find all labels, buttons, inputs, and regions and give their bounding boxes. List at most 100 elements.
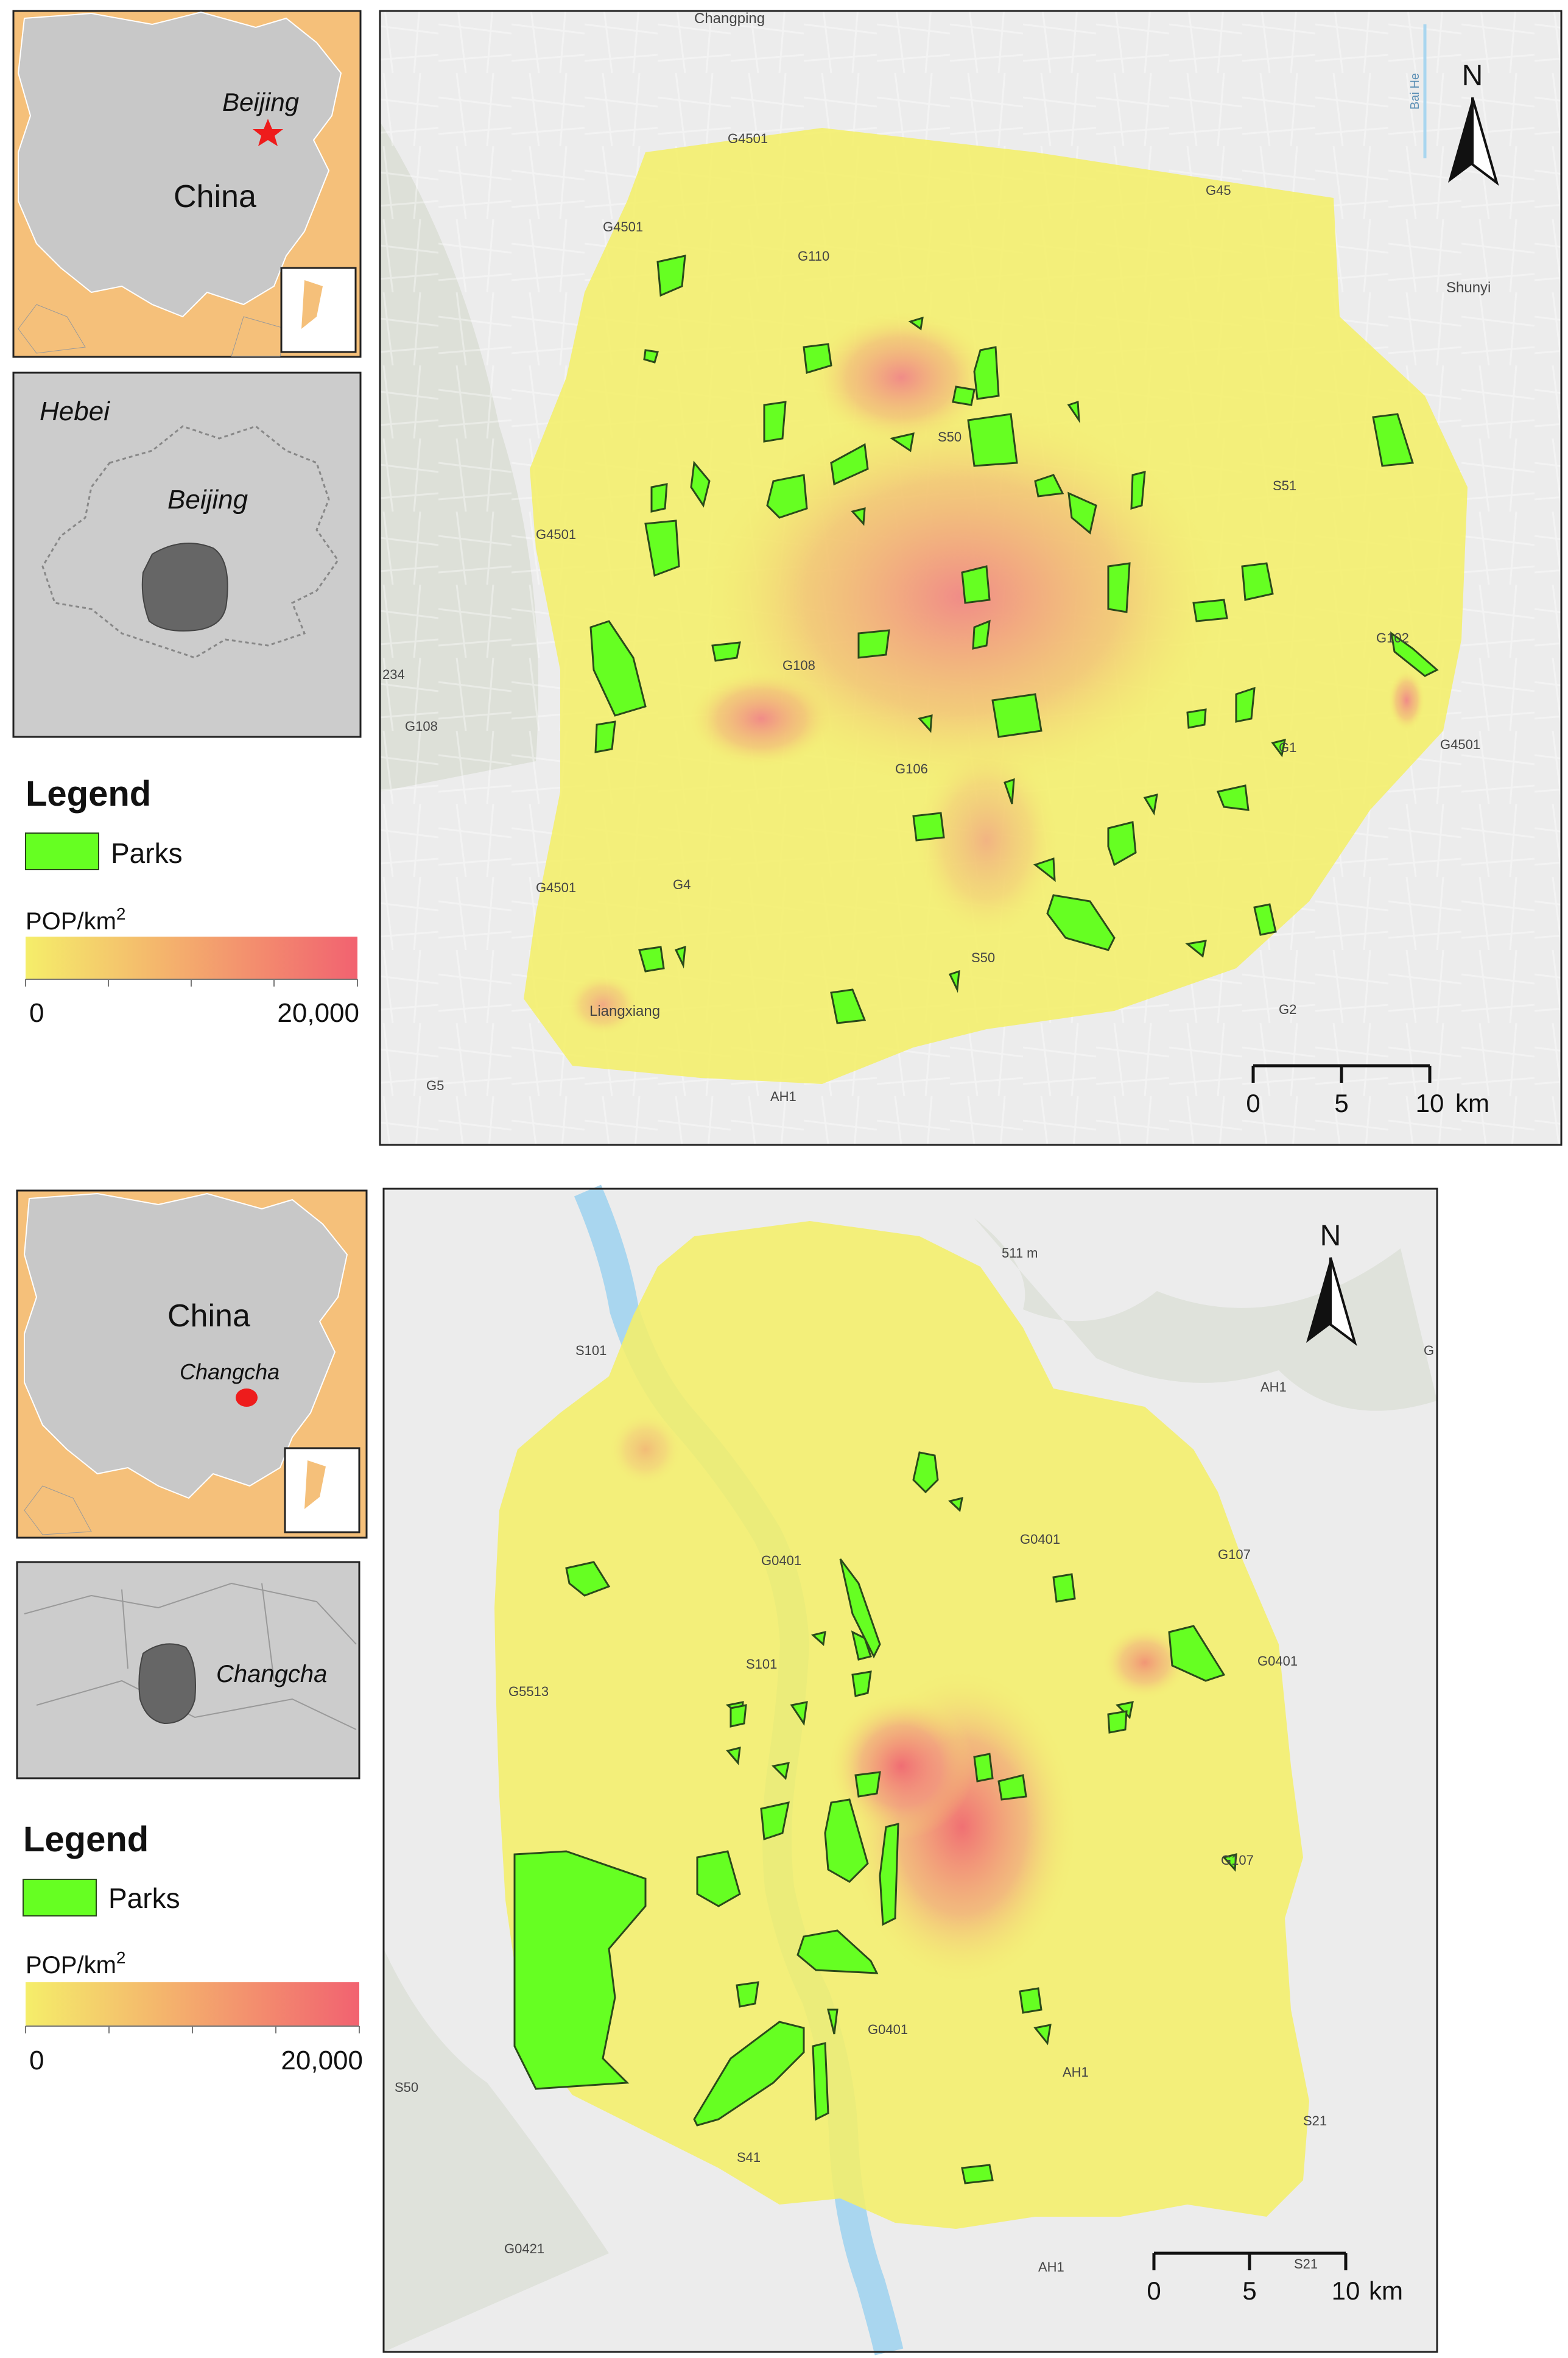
- park-polygon: [650, 483, 668, 513]
- road-label: AH1: [770, 1089, 796, 1104]
- park-polygon: [1033, 2024, 1052, 2046]
- road-label: S101: [575, 1343, 606, 1358]
- main-map-beijing: Changping Shunyi Liangxiang Bai He G4501…: [379, 10, 1563, 1146]
- scale-tick-10: 10: [1416, 1089, 1444, 1117]
- road-label: AH1: [1063, 2064, 1089, 2080]
- road-label: G0401: [1257, 1653, 1298, 1669]
- park-polygon: [824, 1798, 869, 1883]
- park-polygon: [726, 1747, 741, 1765]
- road-label: S21: [1294, 2256, 1318, 2272]
- park-polygon: [1107, 821, 1137, 867]
- place-label: Liangxiang: [589, 1003, 660, 1019]
- map-labels-beijing: Changping Shunyi Liangxiang Bai He G4501…: [382, 10, 1491, 1104]
- panel-changcha: China Changcha Changcha Legend Parks POP…: [16, 1184, 1438, 2356]
- park-polygon: [730, 1704, 747, 1728]
- north-label: N: [1320, 1220, 1341, 1252]
- road-label: 234: [382, 667, 405, 682]
- inset-china-city-label: Beijing: [222, 88, 299, 116]
- inset-china-beijing: Beijing China: [12, 10, 362, 358]
- park-polygon: [991, 693, 1042, 738]
- beijing-boundary: [41, 425, 339, 659]
- scale-tick-5: 5: [1334, 1089, 1348, 1117]
- park-polygon: [696, 1850, 741, 1907]
- road-label: G5: [426, 1078, 444, 1093]
- park-polygon: [839, 1558, 881, 1659]
- park-polygon: [1222, 1853, 1237, 1872]
- park-polygon: [827, 2008, 838, 2035]
- scale-unit: km: [1455, 1089, 1489, 1117]
- map-labels-changcha: 511 m S101 AH1 G0401 G0401 G107 S101 G04…: [395, 1245, 1434, 2275]
- parks-beijing: [589, 255, 1439, 1024]
- main-map-frame: [379, 10, 1563, 1146]
- park-polygon: [1143, 793, 1158, 816]
- park-polygon: [711, 641, 741, 662]
- park-polygon: [1390, 631, 1439, 677]
- road-label: G4: [673, 877, 691, 892]
- legend-beijing: Legend Parks POP/km2 0 20,000: [25, 774, 359, 1028]
- inset-region-changcha: Changcha: [16, 1561, 360, 1779]
- park-polygon: [736, 1981, 759, 2008]
- park-polygon: [1192, 599, 1228, 622]
- park-polygon: [790, 1701, 808, 1726]
- scale-bar-changcha: 0 5 10 km: [1147, 2251, 1403, 2305]
- inset-region-beijing: Hebei Beijing: [12, 371, 362, 738]
- legend-min-label: 0: [29, 2046, 44, 2075]
- park-polygon: [961, 565, 991, 604]
- park-polygon: [674, 945, 686, 969]
- legend-parks-swatch: [23, 1879, 97, 1916]
- road-label: G4501: [1440, 737, 1480, 752]
- legend-parks-swatch: [25, 832, 99, 870]
- park-polygon: [961, 2164, 994, 2184]
- road-label: S50: [971, 950, 995, 965]
- inset-china-changcha: China Changcha: [16, 1189, 368, 1539]
- park-polygon: [1033, 857, 1056, 882]
- park-polygon: [973, 346, 1000, 400]
- road-label: S50: [938, 429, 962, 445]
- road-label: G45: [1206, 183, 1231, 198]
- park-polygon: [594, 720, 616, 753]
- park-polygon: [854, 1771, 881, 1798]
- road-label: G4501: [728, 131, 768, 146]
- park-polygon: [1107, 562, 1131, 613]
- park-polygon: [1034, 474, 1064, 498]
- legend-min-label: 0: [29, 998, 44, 1028]
- place-label: 511 m: [1002, 1245, 1038, 1261]
- park-polygon: [851, 1670, 872, 1697]
- north-arrow-beijing: N: [1448, 60, 1499, 186]
- scale-tick-0: 0: [1246, 1089, 1260, 1117]
- park-polygon: [638, 946, 665, 973]
- china-landmass: [17, 11, 342, 318]
- park-polygon: [918, 714, 933, 733]
- park-polygon: [1372, 413, 1414, 467]
- park-polygon: [912, 812, 945, 842]
- road-label: G5513: [508, 1684, 549, 1699]
- park-polygon: [851, 1630, 872, 1661]
- legend-changcha: Legend Parks POP/km2 0 20,000: [23, 1820, 363, 2075]
- road-label: G0401: [761, 1553, 801, 1568]
- parks-changcha: [513, 1451, 1237, 2184]
- road-label: G: [1424, 1343, 1434, 1358]
- study-area-changcha: [138, 1643, 196, 1725]
- inset-south-sea-box: [284, 1447, 360, 1533]
- park-polygon: [947, 1496, 963, 1512]
- legend-title: Legend: [23, 1820, 149, 1859]
- road-label: AH1: [1260, 1379, 1287, 1395]
- park-polygon: [796, 1929, 879, 1974]
- road-label: S50: [395, 2080, 418, 2095]
- place-label: Shunyi: [1446, 280, 1491, 296]
- park-polygon: [763, 401, 787, 443]
- park-polygon: [656, 255, 686, 297]
- park-polygon: [760, 1801, 790, 1841]
- park-polygon: [972, 619, 991, 650]
- road-label: G106: [895, 761, 928, 776]
- park-polygon: [1235, 686, 1256, 723]
- park-polygon: [1067, 400, 1080, 424]
- park-polygon: [1185, 940, 1207, 958]
- place-label: Changping: [694, 10, 765, 27]
- park-polygon: [952, 385, 976, 406]
- park-polygon: [1130, 471, 1146, 510]
- road-label: S21: [1303, 2113, 1327, 2128]
- study-area-beijing: [141, 543, 228, 632]
- road-label: G108: [782, 658, 815, 673]
